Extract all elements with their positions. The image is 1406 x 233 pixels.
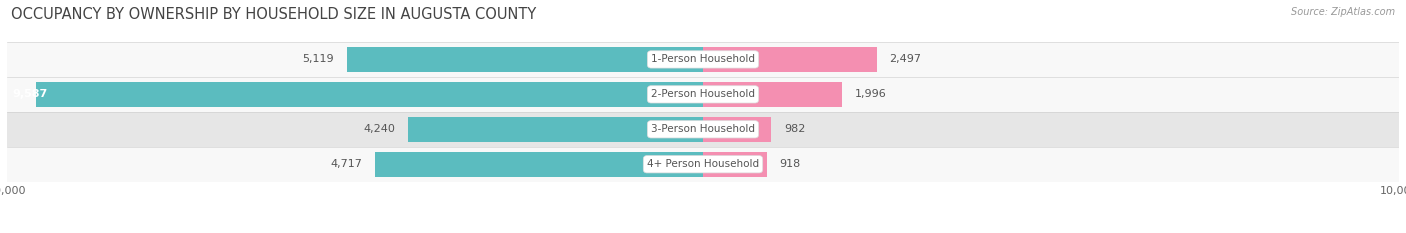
- Text: 1-Person Household: 1-Person Household: [651, 55, 755, 64]
- Text: 4,717: 4,717: [330, 159, 363, 169]
- Text: 982: 982: [785, 124, 806, 134]
- Bar: [35, 82, 703, 107]
- Bar: [7, 112, 1399, 147]
- Bar: [703, 152, 766, 177]
- Bar: [7, 147, 1399, 182]
- Text: 4+ Person Household: 4+ Person Household: [647, 159, 759, 169]
- Bar: [703, 82, 842, 107]
- Text: 918: 918: [779, 159, 800, 169]
- Text: 1,996: 1,996: [855, 89, 886, 99]
- Bar: [7, 77, 1399, 112]
- Text: 3-Person Household: 3-Person Household: [651, 124, 755, 134]
- Text: Source: ZipAtlas.com: Source: ZipAtlas.com: [1291, 7, 1395, 17]
- Text: 5,119: 5,119: [302, 55, 335, 64]
- Bar: [408, 117, 703, 142]
- Bar: [703, 47, 877, 72]
- Bar: [703, 117, 772, 142]
- Bar: [7, 42, 1399, 77]
- Text: OCCUPANCY BY OWNERSHIP BY HOUSEHOLD SIZE IN AUGUSTA COUNTY: OCCUPANCY BY OWNERSHIP BY HOUSEHOLD SIZE…: [11, 7, 537, 22]
- Bar: [375, 152, 703, 177]
- Text: 4,240: 4,240: [364, 124, 395, 134]
- Text: 2-Person Household: 2-Person Household: [651, 89, 755, 99]
- Text: 2,497: 2,497: [890, 55, 921, 64]
- Legend: Owner-occupied, Renter-occupied: Owner-occupied, Renter-occupied: [586, 230, 820, 233]
- Text: 9,587: 9,587: [13, 89, 48, 99]
- Bar: [347, 47, 703, 72]
